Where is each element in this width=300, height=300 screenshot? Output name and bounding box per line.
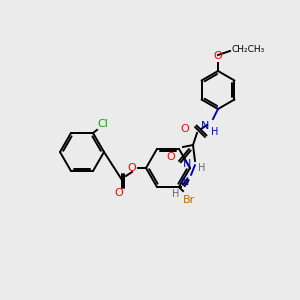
Text: O: O xyxy=(166,152,175,162)
Text: Cl: Cl xyxy=(97,119,108,129)
Text: Br: Br xyxy=(183,195,195,205)
Text: CH₂CH₃: CH₂CH₃ xyxy=(232,44,265,53)
Text: H: H xyxy=(211,127,219,137)
Text: O: O xyxy=(115,188,123,198)
Text: N: N xyxy=(201,121,209,131)
Text: O: O xyxy=(180,124,189,134)
Text: O: O xyxy=(127,163,136,173)
Text: N: N xyxy=(181,177,189,187)
Text: H: H xyxy=(172,189,179,199)
Text: H: H xyxy=(198,163,206,173)
Text: O: O xyxy=(214,51,222,61)
Text: N: N xyxy=(183,159,191,169)
